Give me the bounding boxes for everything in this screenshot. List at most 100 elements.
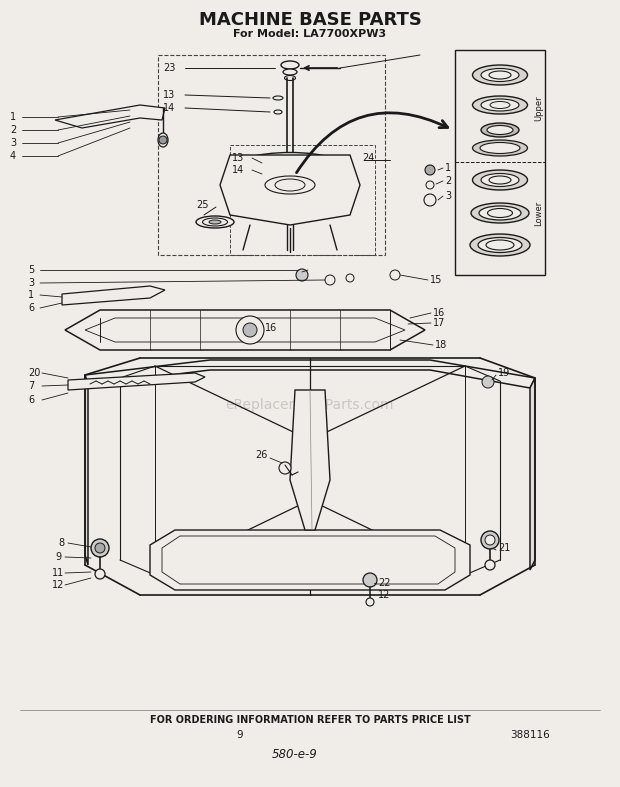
Text: 13: 13 bbox=[163, 90, 175, 100]
Text: 13: 13 bbox=[232, 153, 244, 163]
Text: 388116: 388116 bbox=[510, 730, 550, 740]
Ellipse shape bbox=[489, 176, 511, 184]
Ellipse shape bbox=[486, 240, 514, 250]
Ellipse shape bbox=[479, 206, 521, 220]
Ellipse shape bbox=[275, 179, 305, 191]
Circle shape bbox=[481, 531, 499, 549]
Ellipse shape bbox=[265, 176, 315, 194]
Text: 11: 11 bbox=[52, 568, 64, 578]
Text: For Model: LA7700XPW3: For Model: LA7700XPW3 bbox=[234, 29, 386, 39]
Circle shape bbox=[390, 270, 400, 280]
Polygon shape bbox=[220, 155, 360, 225]
Text: 17: 17 bbox=[433, 318, 445, 328]
Ellipse shape bbox=[472, 170, 528, 190]
Polygon shape bbox=[530, 378, 535, 570]
Text: 5: 5 bbox=[28, 265, 34, 275]
Text: 1: 1 bbox=[445, 163, 451, 173]
Text: 26: 26 bbox=[255, 450, 267, 460]
Circle shape bbox=[159, 136, 167, 144]
Text: 8: 8 bbox=[58, 538, 64, 548]
Circle shape bbox=[325, 275, 335, 285]
Circle shape bbox=[485, 535, 495, 545]
Text: 7: 7 bbox=[28, 381, 34, 391]
Polygon shape bbox=[85, 360, 535, 388]
Circle shape bbox=[95, 569, 105, 579]
Ellipse shape bbox=[273, 96, 283, 100]
Circle shape bbox=[363, 573, 377, 587]
Text: 2: 2 bbox=[10, 125, 16, 135]
Text: 21: 21 bbox=[498, 543, 510, 553]
Ellipse shape bbox=[274, 110, 282, 114]
Ellipse shape bbox=[472, 65, 528, 85]
Text: 22: 22 bbox=[378, 578, 391, 588]
Text: 23: 23 bbox=[163, 63, 175, 73]
Text: 6: 6 bbox=[28, 395, 34, 405]
Text: 1: 1 bbox=[10, 112, 16, 122]
Ellipse shape bbox=[487, 209, 513, 217]
Circle shape bbox=[296, 269, 308, 281]
Polygon shape bbox=[65, 310, 425, 350]
Circle shape bbox=[485, 560, 495, 570]
Ellipse shape bbox=[478, 238, 522, 253]
Ellipse shape bbox=[245, 157, 335, 183]
Text: FOR ORDERING INFORMATION REFER TO PARTS PRICE LIST: FOR ORDERING INFORMATION REFER TO PARTS … bbox=[149, 715, 471, 725]
Ellipse shape bbox=[481, 68, 519, 82]
Ellipse shape bbox=[490, 102, 510, 109]
Polygon shape bbox=[85, 375, 88, 565]
Text: 18: 18 bbox=[435, 340, 447, 350]
Ellipse shape bbox=[472, 140, 528, 156]
Polygon shape bbox=[55, 105, 165, 128]
Polygon shape bbox=[68, 373, 205, 390]
Circle shape bbox=[279, 462, 291, 474]
Text: 25: 25 bbox=[196, 200, 208, 210]
Text: 2: 2 bbox=[445, 176, 451, 186]
Circle shape bbox=[425, 165, 435, 175]
Text: 14: 14 bbox=[232, 165, 244, 175]
Text: 20: 20 bbox=[28, 368, 40, 378]
Ellipse shape bbox=[285, 76, 296, 80]
Ellipse shape bbox=[196, 216, 234, 228]
Circle shape bbox=[91, 539, 109, 557]
Text: 16: 16 bbox=[433, 308, 445, 318]
Ellipse shape bbox=[283, 69, 297, 75]
Text: 15: 15 bbox=[430, 275, 443, 285]
Text: 4: 4 bbox=[10, 151, 16, 161]
Circle shape bbox=[346, 274, 354, 282]
Text: Lower: Lower bbox=[534, 201, 544, 226]
Ellipse shape bbox=[481, 173, 519, 187]
Ellipse shape bbox=[480, 142, 520, 153]
Text: 24: 24 bbox=[362, 153, 374, 163]
Text: 3: 3 bbox=[445, 191, 451, 201]
Circle shape bbox=[426, 181, 434, 189]
Ellipse shape bbox=[489, 71, 511, 79]
Text: 12: 12 bbox=[378, 590, 391, 600]
Ellipse shape bbox=[158, 133, 168, 147]
Ellipse shape bbox=[209, 220, 221, 224]
Text: eReplacementParts.com: eReplacementParts.com bbox=[226, 398, 394, 412]
Polygon shape bbox=[150, 530, 470, 590]
Polygon shape bbox=[455, 50, 545, 275]
Ellipse shape bbox=[487, 125, 513, 135]
Text: 12: 12 bbox=[52, 580, 64, 590]
Text: 9: 9 bbox=[55, 552, 61, 562]
Circle shape bbox=[236, 316, 264, 344]
Ellipse shape bbox=[203, 218, 228, 226]
Ellipse shape bbox=[281, 61, 299, 69]
Circle shape bbox=[424, 194, 436, 206]
Text: 3: 3 bbox=[10, 138, 16, 148]
Circle shape bbox=[95, 543, 105, 553]
Text: Upper: Upper bbox=[534, 95, 544, 121]
Text: 9: 9 bbox=[237, 730, 243, 740]
Text: 580-e-9: 580-e-9 bbox=[272, 748, 318, 762]
Circle shape bbox=[243, 323, 257, 337]
Ellipse shape bbox=[471, 203, 529, 223]
Text: MACHINE BASE PARTS: MACHINE BASE PARTS bbox=[198, 11, 422, 29]
Circle shape bbox=[366, 598, 374, 606]
Text: 1: 1 bbox=[28, 290, 34, 300]
Ellipse shape bbox=[481, 123, 519, 137]
Polygon shape bbox=[62, 286, 165, 305]
Ellipse shape bbox=[481, 99, 519, 111]
Text: 16: 16 bbox=[265, 323, 277, 333]
Text: 19: 19 bbox=[498, 368, 510, 378]
Text: 3: 3 bbox=[28, 278, 34, 288]
